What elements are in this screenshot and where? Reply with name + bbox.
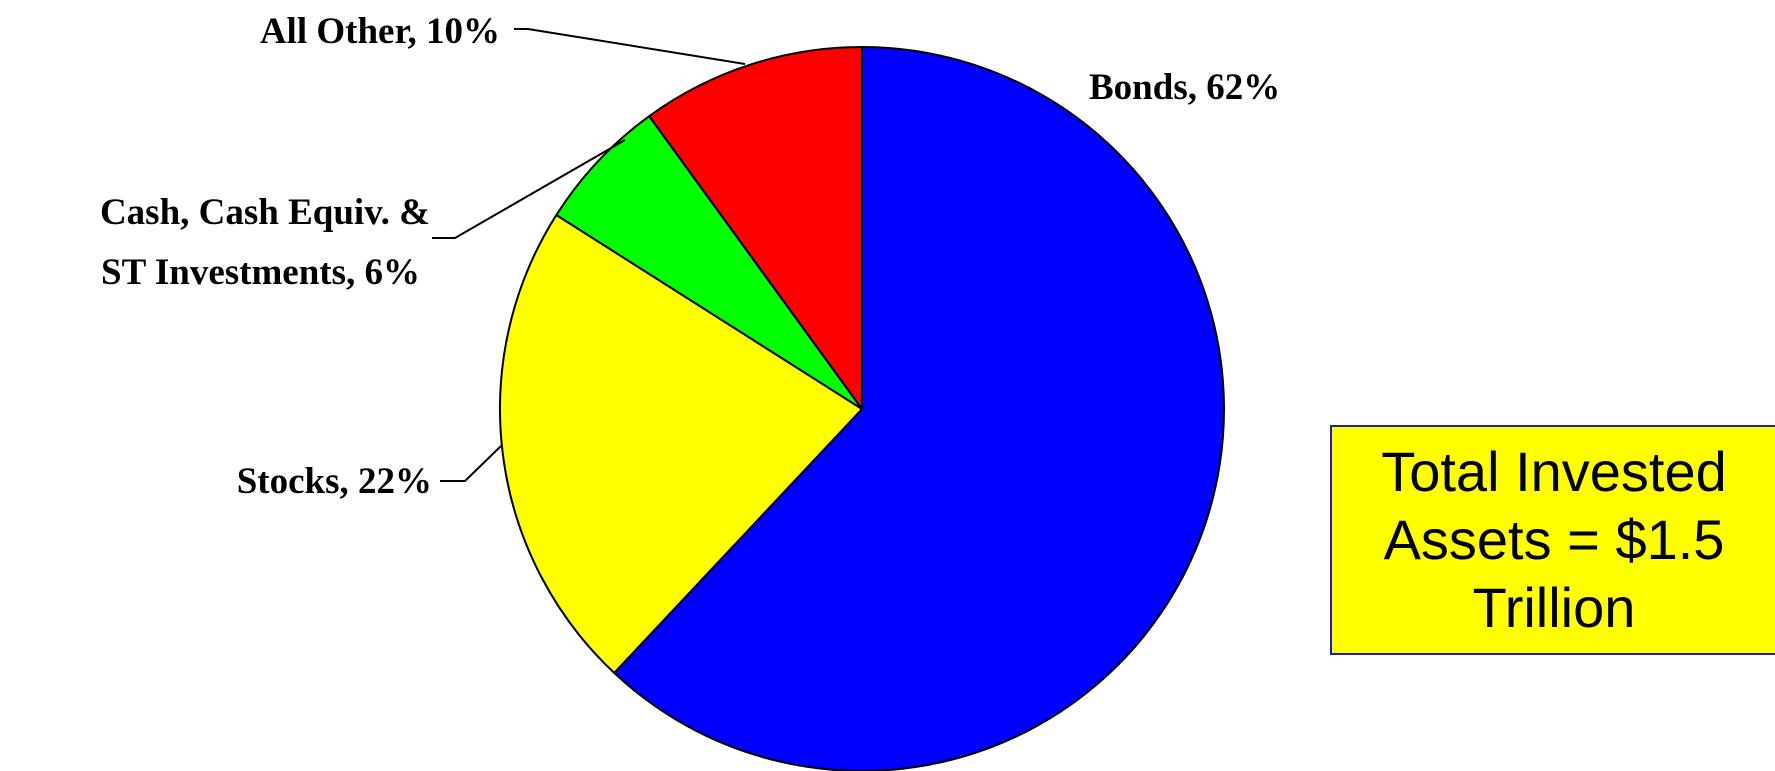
leader-line-cash — [432, 139, 626, 239]
pie-slice-all-other — [648, 46, 863, 410]
label-stocks: Stocks, 22% — [237, 461, 432, 502]
pie-slice-bonds — [613, 46, 1225, 771]
leader-lines — [432, 28, 746, 482]
label-cash-line-2: ST Investments, 6% — [101, 252, 420, 293]
pie-slice-cash-cash-equiv-st-investments — [555, 115, 863, 410]
label-bonds: Bonds, 62% — [1089, 67, 1280, 108]
total-invested-assets-callout: Total Invested Assets = $1.5 Trillion — [1330, 425, 1775, 655]
label-cash-line-1: Cash, Cash Equiv. & — [100, 192, 430, 233]
pie-slice-stocks — [498, 214, 863, 674]
callout-line-2: Assets = $1.5 — [1383, 508, 1725, 571]
callout-line-3: Trillion — [1472, 576, 1636, 639]
pie-slices — [498, 46, 1225, 771]
leader-line-stocks — [440, 445, 502, 482]
leader-line-all-other — [514, 28, 746, 65]
callout-line-1: Total Invested — [1381, 440, 1727, 503]
label-all-other: All Other, 10% — [260, 11, 500, 52]
